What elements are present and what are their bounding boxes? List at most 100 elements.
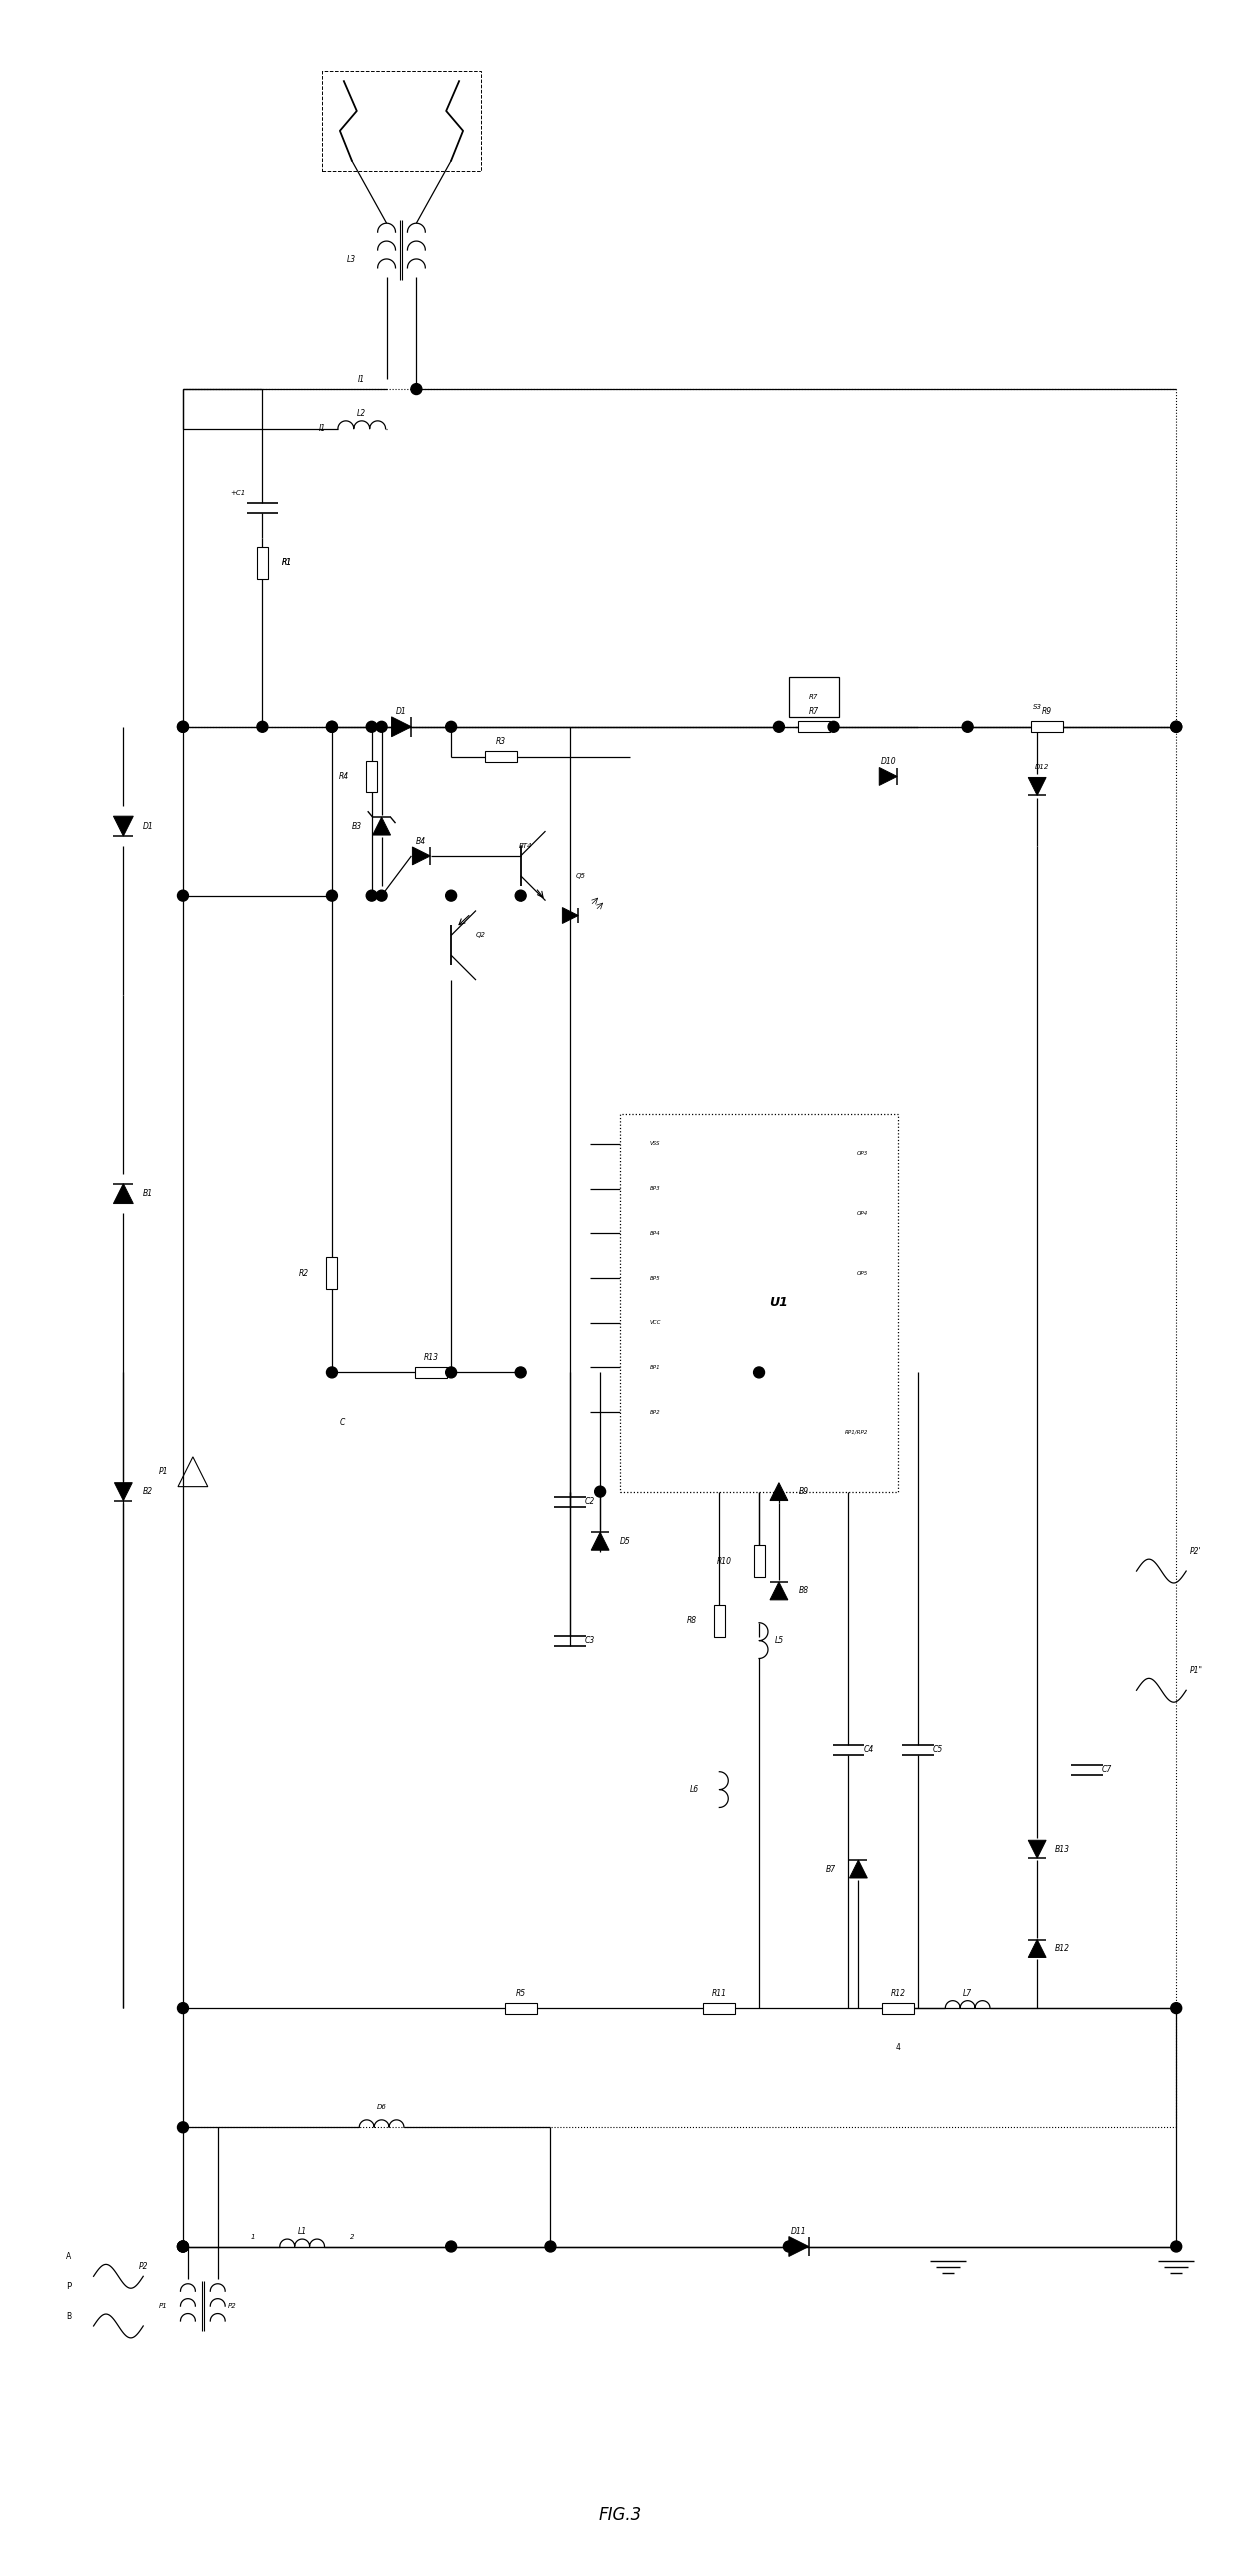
Circle shape xyxy=(376,890,387,901)
Bar xyxy=(322,72,481,170)
Text: L1: L1 xyxy=(298,2228,306,2236)
Text: BP4: BP4 xyxy=(650,1230,661,1235)
Text: A: A xyxy=(66,2251,72,2262)
Circle shape xyxy=(376,720,387,733)
Text: C: C xyxy=(340,1418,345,1425)
Text: B1: B1 xyxy=(143,1189,154,1199)
Text: D1: D1 xyxy=(143,821,154,831)
Bar xyxy=(703,2002,735,2015)
Text: R9: R9 xyxy=(1042,708,1053,715)
Circle shape xyxy=(366,720,377,733)
Text: C2: C2 xyxy=(585,1497,595,1505)
Text: 2: 2 xyxy=(350,2233,355,2239)
Circle shape xyxy=(177,720,188,733)
Polygon shape xyxy=(789,2236,808,2257)
Text: L6: L6 xyxy=(689,1786,699,1793)
Polygon shape xyxy=(849,1860,867,1878)
Text: P1: P1 xyxy=(159,1467,167,1477)
Text: B4: B4 xyxy=(417,836,427,847)
Circle shape xyxy=(177,2241,188,2251)
Circle shape xyxy=(445,720,456,733)
Text: OP5: OP5 xyxy=(857,1271,868,1276)
Text: 4: 4 xyxy=(895,2043,900,2053)
Circle shape xyxy=(1171,720,1182,733)
Text: L2: L2 xyxy=(357,409,366,419)
Text: OP3: OP3 xyxy=(857,1150,868,1155)
Text: U1: U1 xyxy=(770,1297,789,1310)
Text: B7: B7 xyxy=(826,1865,836,1873)
Bar xyxy=(366,762,377,792)
Circle shape xyxy=(445,890,456,901)
Circle shape xyxy=(774,720,785,733)
Text: R11: R11 xyxy=(712,1989,727,1997)
Bar xyxy=(326,1258,337,1289)
Polygon shape xyxy=(770,1482,787,1500)
Bar xyxy=(415,1366,448,1379)
Circle shape xyxy=(326,1366,337,1379)
Text: B13: B13 xyxy=(1054,1845,1070,1853)
Circle shape xyxy=(410,383,422,394)
Text: Q5: Q5 xyxy=(575,872,585,880)
Text: 1: 1 xyxy=(250,2233,254,2239)
Circle shape xyxy=(366,890,377,901)
Text: VCC: VCC xyxy=(650,1320,661,1325)
Circle shape xyxy=(326,720,337,733)
Text: B2: B2 xyxy=(143,1487,154,1495)
Text: B: B xyxy=(66,2311,71,2321)
Text: Q2: Q2 xyxy=(476,931,486,939)
Text: R5: R5 xyxy=(516,1989,526,1997)
Text: BP3: BP3 xyxy=(650,1186,661,1191)
Circle shape xyxy=(445,2241,456,2251)
Text: C4: C4 xyxy=(863,1744,873,1755)
Text: P2': P2' xyxy=(1190,1546,1202,1557)
Text: R8: R8 xyxy=(687,1616,697,1626)
Text: P1": P1" xyxy=(1189,1665,1203,1675)
Circle shape xyxy=(546,2241,556,2251)
Text: C5: C5 xyxy=(932,1744,942,1755)
Text: BT4: BT4 xyxy=(518,844,532,849)
Text: B3: B3 xyxy=(352,821,362,831)
Circle shape xyxy=(445,1366,456,1379)
Circle shape xyxy=(177,2002,188,2015)
Text: R2: R2 xyxy=(299,1268,309,1279)
Polygon shape xyxy=(113,1184,133,1204)
Bar xyxy=(754,1546,765,1577)
Text: D1: D1 xyxy=(396,708,407,715)
Text: L3: L3 xyxy=(347,255,356,265)
Bar xyxy=(257,548,268,579)
Polygon shape xyxy=(392,718,412,736)
Polygon shape xyxy=(413,847,430,865)
Text: R7: R7 xyxy=(808,695,818,700)
Text: VSS: VSS xyxy=(650,1142,660,1148)
Text: L5: L5 xyxy=(774,1636,784,1644)
Circle shape xyxy=(828,720,839,733)
Polygon shape xyxy=(1028,1840,1047,1858)
Circle shape xyxy=(754,1366,765,1379)
Text: R13: R13 xyxy=(424,1353,439,1361)
Text: C3: C3 xyxy=(585,1636,595,1644)
Circle shape xyxy=(257,720,268,733)
Bar xyxy=(797,720,830,733)
Text: P1: P1 xyxy=(159,2303,167,2308)
Polygon shape xyxy=(770,1582,787,1600)
Text: D10: D10 xyxy=(880,756,897,767)
Circle shape xyxy=(1171,720,1182,733)
Text: R12: R12 xyxy=(890,1989,905,1997)
Text: BP1: BP1 xyxy=(650,1364,661,1369)
Text: R3: R3 xyxy=(496,738,506,746)
Bar xyxy=(485,751,517,762)
Polygon shape xyxy=(113,816,133,836)
Text: R10: R10 xyxy=(717,1557,732,1564)
Text: B8: B8 xyxy=(799,1588,808,1595)
Polygon shape xyxy=(1028,777,1047,795)
Text: P2: P2 xyxy=(139,2262,148,2272)
Circle shape xyxy=(177,890,188,901)
Circle shape xyxy=(1171,2241,1182,2251)
Polygon shape xyxy=(591,1534,609,1549)
Circle shape xyxy=(177,2123,188,2133)
Circle shape xyxy=(177,2241,188,2251)
Text: BP2: BP2 xyxy=(650,1410,661,1415)
Text: P: P xyxy=(66,2282,71,2290)
Text: C7: C7 xyxy=(1101,1765,1112,1775)
Text: R7: R7 xyxy=(808,708,818,715)
